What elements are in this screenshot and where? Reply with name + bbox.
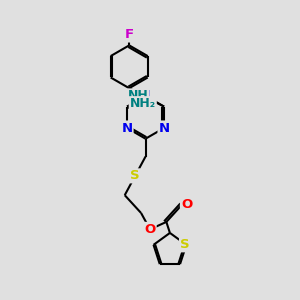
Text: O: O	[181, 198, 192, 211]
Text: NH: NH	[128, 89, 149, 102]
Text: NH₂: NH₂	[130, 97, 156, 110]
Text: F: F	[124, 28, 134, 41]
Text: S: S	[180, 238, 190, 251]
Text: N: N	[158, 122, 169, 134]
Text: S: S	[130, 169, 140, 182]
Text: N: N	[140, 89, 151, 102]
Text: O: O	[144, 223, 156, 236]
Text: N: N	[122, 122, 133, 134]
